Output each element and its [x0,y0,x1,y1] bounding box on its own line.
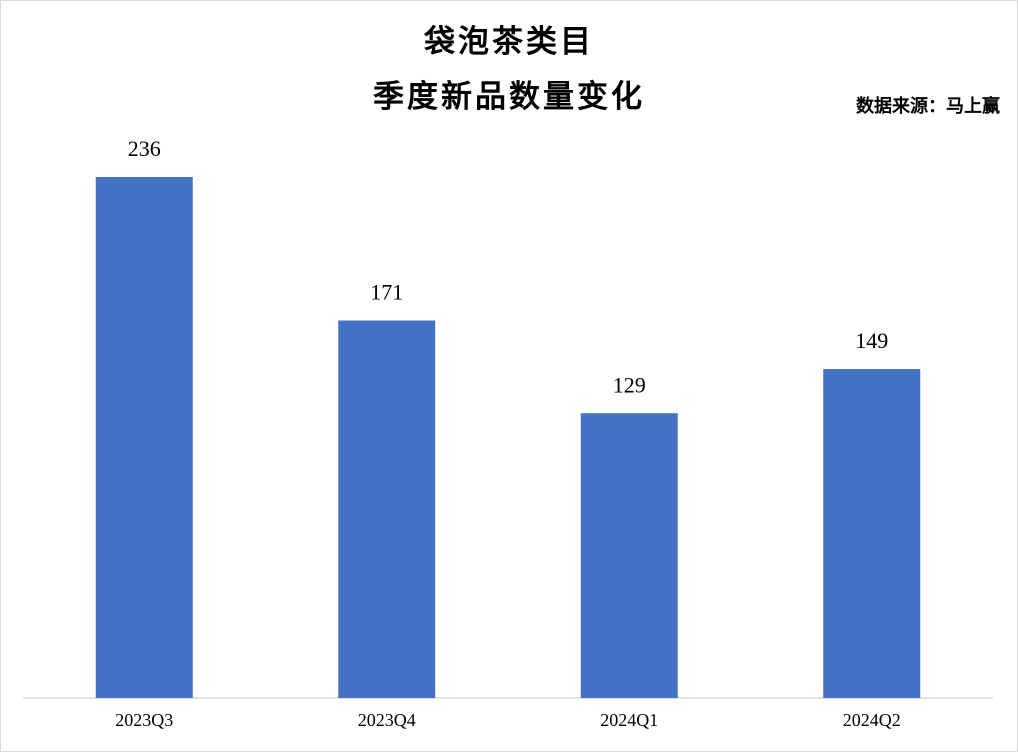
source-note: 数据来源：马上赢 [856,95,1000,116]
value-label: 171 [370,280,403,305]
x-tick-label: 2024Q1 [600,710,658,730]
value-label: 129 [613,372,646,397]
chart-title: 袋泡茶类目 [423,24,594,59]
bar [580,413,678,698]
bar [823,369,921,698]
bar [95,177,193,698]
value-label: 149 [855,328,888,353]
bar [338,320,436,698]
x-tick-label: 2023Q4 [358,710,416,730]
chart-subtitle: 季度新品数量变化 [373,79,645,114]
x-tick-label: 2024Q2 [843,710,901,730]
value-label: 236 [128,136,161,161]
x-tick-label: 2023Q3 [115,710,173,730]
